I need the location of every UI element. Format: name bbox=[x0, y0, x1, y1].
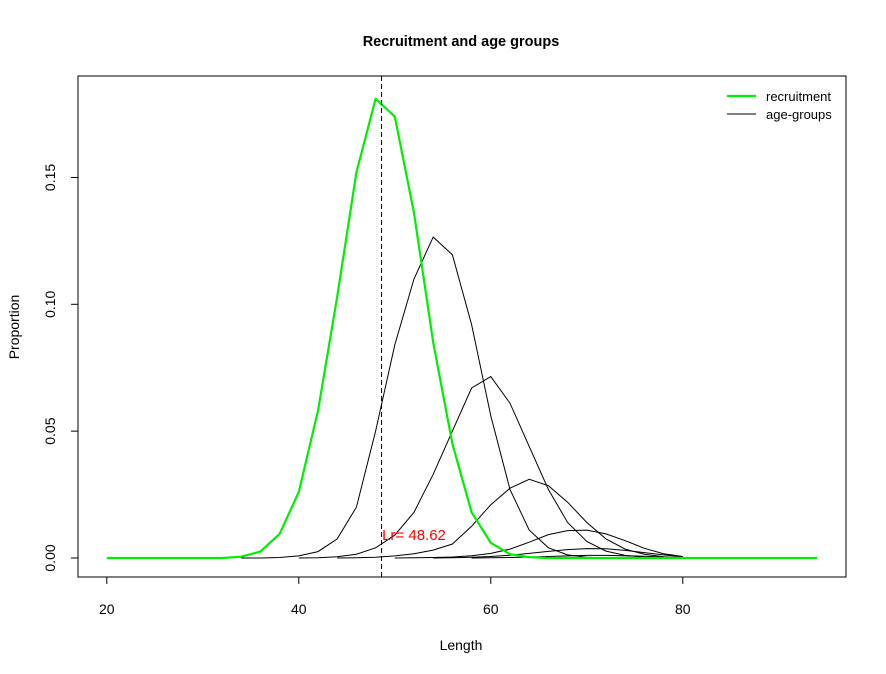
age-group-series-6 bbox=[471, 554, 683, 559]
age-group-series-5 bbox=[433, 548, 683, 559]
age-group-series-3 bbox=[337, 478, 683, 559]
chart-title: Recruitment and age groups bbox=[363, 34, 560, 50]
x-tick-label: 60 bbox=[483, 601, 499, 617]
x-axis-label: Length bbox=[440, 637, 483, 653]
age-group-series-4 bbox=[394, 529, 683, 559]
y-axis: 0.00 0.05 0.10 0.15 bbox=[42, 164, 79, 572]
legend: recruitment age-groups bbox=[727, 89, 832, 122]
age-group-series-2 bbox=[298, 375, 683, 559]
x-tick-label: 20 bbox=[99, 601, 115, 617]
y-tick-label: 0.05 bbox=[42, 417, 58, 444]
recruitment-series bbox=[106, 97, 818, 560]
lr-annotation: Lr= 48.62 bbox=[382, 527, 446, 544]
y-tick-label: 0.10 bbox=[42, 290, 58, 317]
legend-recruitment-label: recruitment bbox=[766, 89, 831, 104]
y-tick-label: 0.15 bbox=[42, 164, 58, 191]
recruitment-layer bbox=[106, 97, 818, 560]
x-axis: 20 40 60 80 bbox=[99, 576, 691, 617]
legend-age-groups-label: age-groups bbox=[766, 107, 832, 122]
y-axis-label: Proportion bbox=[6, 295, 22, 360]
y-tick-label: 0.00 bbox=[42, 544, 58, 571]
x-tick-label: 40 bbox=[291, 601, 307, 617]
series-layer bbox=[241, 236, 683, 559]
x-tick-label: 80 bbox=[675, 601, 691, 617]
